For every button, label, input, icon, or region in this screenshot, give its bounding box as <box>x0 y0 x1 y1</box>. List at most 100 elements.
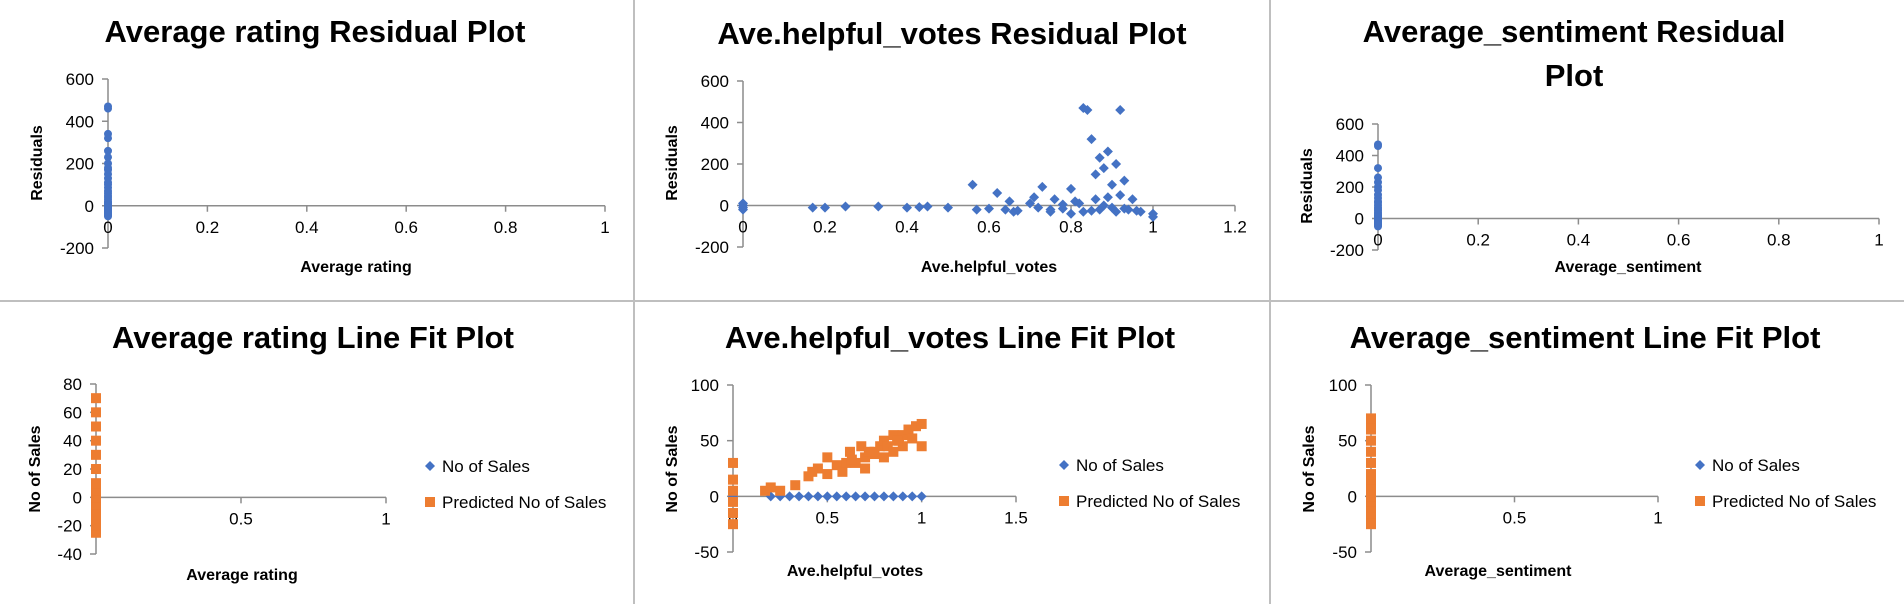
data-point <box>807 202 818 213</box>
y-tick-label: 80 <box>63 375 82 394</box>
data-point <box>873 201 884 212</box>
data-point <box>1119 175 1130 186</box>
data-point <box>1366 413 1376 424</box>
y-tick-label: -200 <box>1330 241 1364 260</box>
data-point <box>1127 194 1138 205</box>
data-point <box>1366 424 1376 435</box>
y-tick-label: 100 <box>1329 376 1357 395</box>
data-point <box>728 457 738 468</box>
legend-label: No of Sales <box>1712 456 1800 475</box>
data-point <box>1366 519 1376 530</box>
data-point <box>1057 199 1068 210</box>
data-point <box>1074 198 1085 209</box>
chart-title: Average_sentiment Residual Plot <box>1363 14 1786 93</box>
x-tick-label: 1 <box>1148 218 1157 237</box>
data-point <box>888 446 899 457</box>
data-point <box>738 204 748 215</box>
legend-item: Predicted No of Sales <box>1695 492 1876 511</box>
x-axis-label: Average rating <box>186 567 297 584</box>
data-point <box>992 188 1003 199</box>
data-point <box>1366 435 1376 446</box>
data-point <box>91 513 101 524</box>
x-tick-label: 0.6 <box>394 218 418 237</box>
data-point <box>1086 205 1097 216</box>
x-tick-label: 0.5 <box>816 508 840 527</box>
x-tick-label: 0.4 <box>295 218 319 237</box>
chart-2: Ave.helpful_votes Residual Plot -200 0 200 4… <box>664 16 1247 276</box>
legend-item: No of Sales <box>1695 456 1800 475</box>
x-tick-label: 0 <box>103 218 112 237</box>
data-point <box>1135 206 1146 217</box>
y-tick-label: 0 <box>1355 210 1364 229</box>
y-axis-label: No of Sales <box>27 425 44 512</box>
data-point <box>1033 202 1044 213</box>
x-tick-label: 0.5 <box>1503 508 1527 527</box>
y-tick-label: -50 <box>1332 543 1357 562</box>
legend-label: No of Sales <box>1076 456 1164 475</box>
x-tick-label: 0.6 <box>1667 231 1691 250</box>
data-point <box>1049 194 1060 205</box>
data-point <box>812 463 823 474</box>
legend-marker <box>1059 496 1069 506</box>
data-point <box>803 491 814 502</box>
data-point <box>104 212 112 221</box>
legend-marker <box>1059 460 1069 470</box>
data-point <box>1004 196 1015 207</box>
y-tick-label: 0 <box>1348 487 1357 506</box>
chart-title-line: Plot <box>1545 58 1604 93</box>
data-point <box>911 421 922 432</box>
data-point <box>907 433 918 444</box>
data-point <box>943 202 953 213</box>
data-point <box>1000 204 1011 215</box>
data-point <box>1066 183 1076 194</box>
data-point <box>831 460 842 471</box>
data-point <box>1366 446 1376 457</box>
chart-5: Ave.helpful_votes Line Fit Plot -50 0 50 100… <box>664 320 1240 580</box>
data-point <box>897 491 908 502</box>
data-point <box>775 485 786 496</box>
data-point <box>1086 134 1097 145</box>
data-point <box>1098 200 1109 211</box>
data-point <box>765 482 776 493</box>
chart-title: Average rating Residual Plot <box>105 14 526 49</box>
data-point <box>907 491 918 502</box>
data-point <box>728 496 738 507</box>
legend-marker <box>1695 460 1705 470</box>
legend-label: Predicted No of Sales <box>1076 492 1240 511</box>
data-point <box>822 452 833 463</box>
data-point <box>91 478 101 489</box>
data-point <box>914 202 925 213</box>
y-tick-label: 20 <box>63 460 82 479</box>
data-point <box>1029 192 1040 203</box>
data-point <box>822 491 833 502</box>
data-point <box>860 491 871 502</box>
series-1 <box>738 102 1158 222</box>
data-point <box>91 393 101 404</box>
y-tick-label: 400 <box>701 114 729 133</box>
data-point <box>1078 206 1089 217</box>
data-point <box>1045 204 1056 215</box>
data-point <box>794 491 805 502</box>
x-tick-label: 0.2 <box>196 218 220 237</box>
data-point <box>850 491 861 502</box>
y-axis-label: Residuals <box>29 125 46 201</box>
data-point <box>902 202 912 213</box>
data-point <box>91 449 101 460</box>
y-tick-label: 50 <box>1338 432 1357 451</box>
data-point <box>91 506 101 517</box>
x-axis-label: Average_sentiment <box>1554 259 1702 276</box>
data-point <box>856 441 867 452</box>
data-point <box>831 491 842 502</box>
data-point <box>860 463 871 474</box>
data-point <box>967 179 978 190</box>
chart-4: Average rating Line Fit Plot -40 -20 0 20 40 6… <box>27 320 606 584</box>
x-tick-label: 0.8 <box>1059 218 1083 237</box>
data-point <box>916 491 927 502</box>
series-1 <box>104 102 112 221</box>
y-tick-label: 600 <box>701 72 729 91</box>
x-tick-label: 0.4 <box>1567 231 1591 250</box>
x-axis-label: Ave.helpful_votes <box>921 259 1057 276</box>
y-tick-label: 600 <box>1336 115 1364 134</box>
y-tick-label: 60 <box>63 403 82 422</box>
